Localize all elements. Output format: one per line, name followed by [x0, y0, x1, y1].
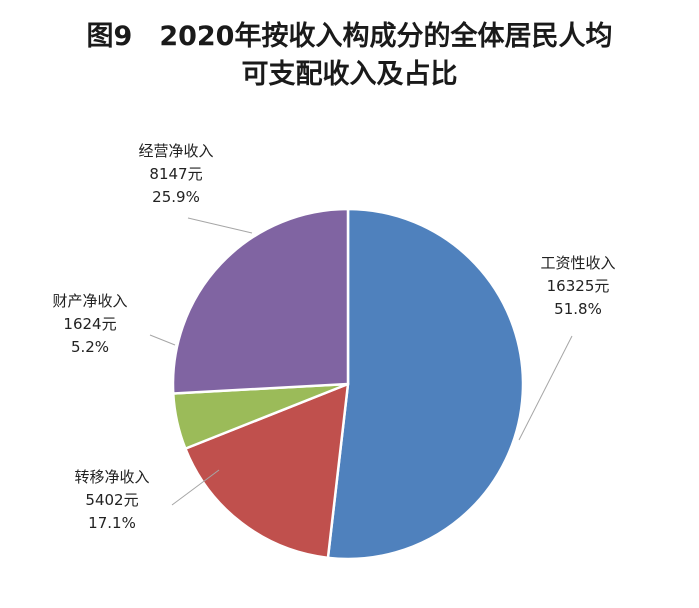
pie-slice	[326, 207, 525, 561]
leader-line	[171, 469, 220, 506]
slice-name-label: 财产净收入	[52, 292, 127, 310]
slice-value-label: 5402元	[85, 491, 138, 509]
pie-slice	[184, 382, 350, 560]
leader-line	[187, 217, 253, 234]
slice-name-label: 经营净收入	[138, 142, 213, 160]
slice-name-label: 工资性收入	[540, 254, 615, 272]
slice-value-label: 16325元	[547, 277, 610, 295]
pie-slices	[171, 207, 525, 561]
chart-title-line-2: 可支配收入及占比	[241, 59, 458, 90]
leader-lines	[149, 217, 573, 506]
slice-value-label: 1624元	[63, 315, 116, 333]
slice-percent-label: 51.8%	[554, 300, 602, 318]
pie-slice	[171, 207, 350, 395]
slice-name-label: 转移净收入	[74, 468, 149, 486]
slice-percent-label: 17.1%	[88, 514, 136, 532]
chart-title-line-1: 图9 2020年按收入构成分的全体居民人均	[86, 21, 613, 52]
slice-percent-label: 5.2%	[71, 338, 109, 356]
slice-value-label: 8147元	[149, 165, 202, 183]
leader-line	[518, 335, 573, 441]
data-labels: 工资性收入 16325元 51.8% 转移净收入 5402元 17.1% 财产净收入 1624…	[52, 142, 615, 532]
leader-line	[149, 334, 176, 346]
slice-percent-label: 25.9%	[152, 188, 200, 206]
